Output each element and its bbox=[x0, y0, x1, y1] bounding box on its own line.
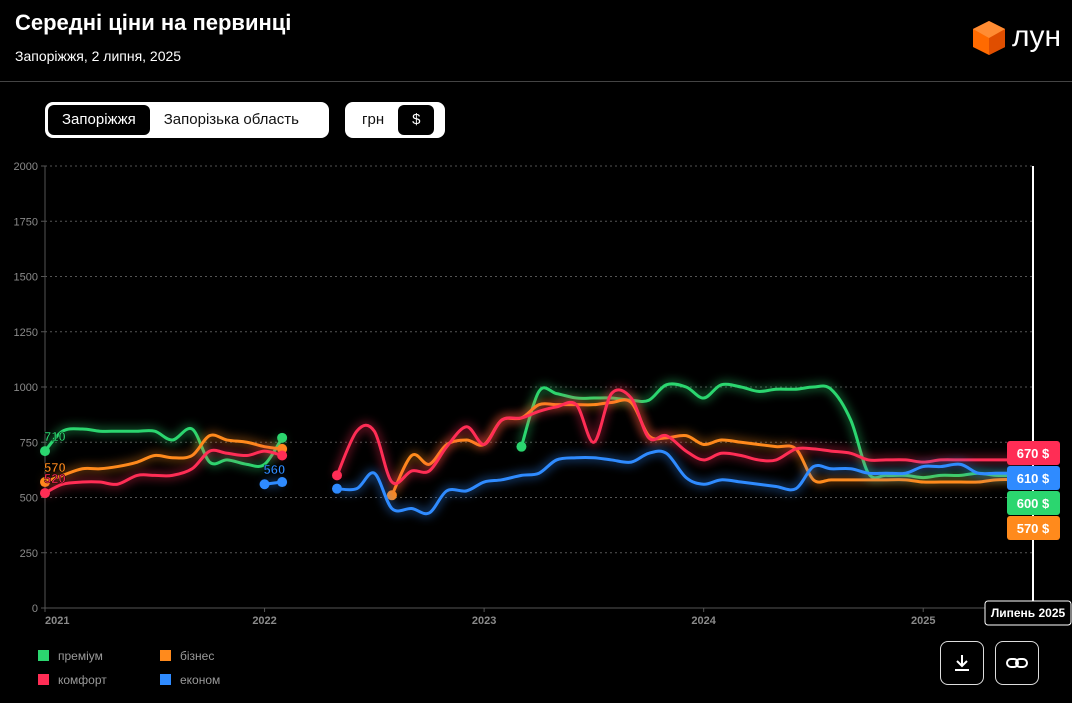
point bbox=[516, 441, 527, 452]
point bbox=[277, 450, 288, 461]
title: Середні ціни на первинці bbox=[15, 10, 292, 35]
y-tick-label: 0 bbox=[32, 603, 38, 615]
value-label: 560 bbox=[264, 462, 286, 477]
x-tick-label: 2023 bbox=[472, 615, 496, 627]
end-badge-label: 600 $ bbox=[1017, 496, 1050, 511]
x-tick-label: 2025 bbox=[911, 615, 935, 627]
legend-swatch bbox=[160, 674, 171, 685]
point bbox=[277, 477, 288, 488]
logo-text: лун bbox=[1012, 20, 1062, 53]
cursor-box bbox=[984, 600, 1072, 626]
y-tick-label: 250 bbox=[20, 548, 38, 560]
legend-swatch bbox=[38, 650, 49, 661]
legend-label: преміум bbox=[58, 649, 103, 663]
legend-label: комфорт bbox=[58, 673, 107, 687]
y-tick-label: 1750 bbox=[14, 216, 38, 228]
toggle-option[interactable]: Запорізька область bbox=[163, 111, 299, 128]
end-badge-label: 610 $ bbox=[1017, 471, 1050, 486]
point bbox=[259, 479, 270, 490]
end-badge bbox=[1007, 516, 1060, 540]
end-badge bbox=[1007, 466, 1060, 490]
end-badge bbox=[1007, 441, 1060, 465]
value-label: 520 bbox=[44, 471, 66, 486]
separator bbox=[0, 81, 1072, 82]
series-line bbox=[336, 449, 1033, 516]
currency-toggle: грн $ bbox=[345, 102, 445, 138]
link-icon bbox=[1006, 658, 1028, 668]
cursor-label: Липень 2025 bbox=[991, 606, 1066, 620]
toggle-option[interactable]: $ bbox=[398, 105, 435, 135]
region-toggle: Запоріжжя Запорізька область bbox=[45, 102, 329, 138]
end-badge-label: 570 $ bbox=[1017, 521, 1050, 536]
download-icon bbox=[955, 655, 969, 671]
series-line bbox=[335, 388, 1033, 486]
point bbox=[332, 483, 343, 494]
y-tick-label: 1250 bbox=[14, 327, 38, 339]
y-tick-label: 500 bbox=[20, 493, 38, 505]
y-tick-label: 750 bbox=[20, 437, 38, 449]
legend-swatch bbox=[38, 674, 49, 685]
legend-label: економ bbox=[180, 673, 220, 687]
value-label: 570 bbox=[44, 460, 66, 475]
end-badge bbox=[1007, 491, 1060, 515]
toggle-option[interactable]: грн bbox=[362, 111, 385, 128]
point bbox=[40, 446, 50, 457]
series-line bbox=[520, 382, 1033, 480]
link-button[interactable] bbox=[995, 641, 1039, 685]
y-tick-label: 1000 bbox=[14, 382, 38, 394]
x-tick-label: 2022 bbox=[252, 615, 276, 627]
subtitle: Запоріжжя, 2 липня, 2025 bbox=[15, 48, 182, 64]
legend-label: бізнес bbox=[180, 649, 214, 663]
x-tick-label: 2021 bbox=[45, 615, 69, 627]
logo-icon bbox=[973, 21, 1005, 55]
value-label: 710 bbox=[44, 429, 66, 444]
toggle-option[interactable]: Запоріжжя bbox=[48, 105, 150, 135]
series-line bbox=[43, 426, 284, 468]
legend-swatch bbox=[160, 650, 171, 661]
x-tick-label: 2024 bbox=[691, 615, 716, 627]
point bbox=[386, 490, 397, 501]
point bbox=[277, 432, 288, 443]
end-badge-label: 670 $ bbox=[1017, 446, 1050, 461]
point bbox=[332, 470, 343, 481]
point bbox=[40, 477, 50, 488]
y-tick-label: 2000 bbox=[14, 161, 38, 173]
series-line bbox=[44, 448, 283, 495]
point bbox=[40, 488, 50, 499]
series-line bbox=[44, 433, 283, 484]
y-tick-label: 1500 bbox=[14, 272, 38, 284]
download-button[interactable] bbox=[940, 641, 984, 685]
